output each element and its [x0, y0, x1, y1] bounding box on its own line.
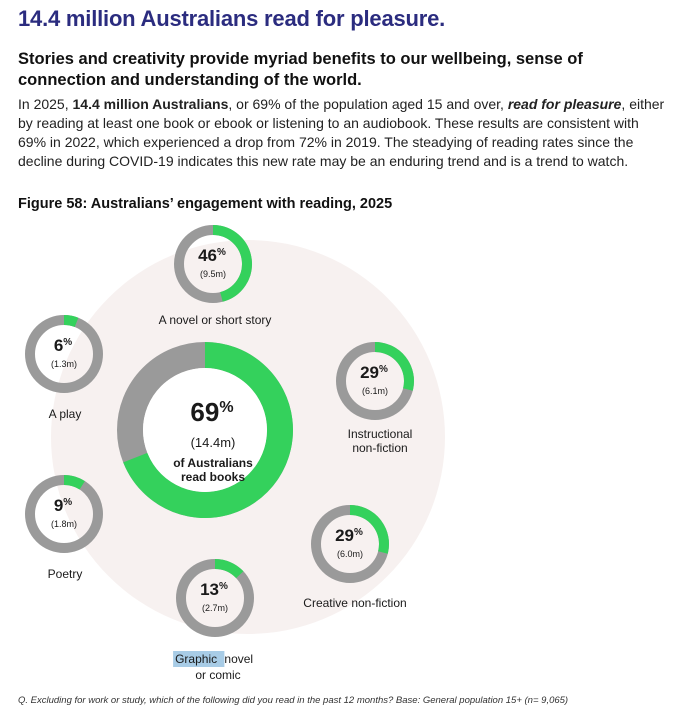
novel-label-line1: A novel or short story [159, 313, 272, 327]
novel-ring-value [212, 225, 252, 302]
poetry-label-line1: Poetry [48, 567, 83, 581]
body-text-bold: 14.4 million Australians [72, 96, 229, 112]
creative-nonfiction-label-line1: Creative non-fiction [303, 596, 406, 610]
poetry-value-unit: % [63, 497, 72, 508]
instructional-value-unit: % [379, 364, 388, 375]
novel-value-number: 46 [198, 246, 217, 265]
creative-nonfiction-count: (6.0m) [337, 549, 363, 559]
play-value-unit: % [63, 337, 72, 348]
play-value-number: 6 [54, 336, 63, 355]
page-title: 14.4 million Australians read for pleasu… [18, 6, 446, 31]
body-text-bold-italic: read for pleasure [507, 96, 622, 112]
poetry-ring-value [63, 475, 85, 490]
poetry-value: 9% [54, 496, 72, 515]
graphic-novel-count: (2.7m) [202, 603, 228, 613]
poetry-value-number: 9 [54, 496, 63, 515]
graphic-novel-value-number: 13 [200, 580, 219, 599]
body-text-2: , or 69% of the population aged 15 and o… [228, 96, 508, 112]
instructional-label-line1: Instructional [348, 427, 413, 441]
play-label-line1: A play [49, 407, 82, 421]
center-label-line2: read books [181, 470, 245, 484]
center-value-unit: % [219, 399, 233, 416]
center-value-number: 69 [190, 397, 219, 427]
graphic-novel-label-rest: novel [224, 652, 253, 666]
novel-value: 46% [198, 246, 226, 265]
footnote: Q. Excluding for work or study, which of… [18, 695, 569, 706]
creative-nonfiction-value-number: 29 [335, 526, 354, 545]
center-ring-value [123, 342, 293, 518]
graphic-novel-label-word-highlighted: Graphic [175, 652, 217, 666]
graphic-novel-value-unit: % [219, 581, 228, 592]
graphic-novel-ring-value [214, 559, 244, 579]
subheading: Stories and creativity provide myriad be… [18, 50, 583, 89]
creative-nonfiction-value-unit: % [354, 527, 363, 538]
creative-nonfiction-value: 29% [335, 526, 363, 545]
novel-count: (9.5m) [200, 269, 226, 279]
body-paragraph: In 2025, 14.4 million Australians, or 69… [18, 95, 668, 171]
center-value: 69% [190, 397, 233, 427]
play-count: (1.3m) [51, 359, 77, 369]
center-label-line1: of Australians [173, 456, 253, 470]
body-text-1: In 2025, [18, 96, 73, 112]
novel-value-unit: % [217, 247, 226, 258]
instructional-value-number: 29 [360, 363, 379, 382]
body-text-3: , either by reading at least one book or… [18, 96, 665, 169]
graphic-novel-value: 13% [200, 580, 228, 599]
instructional-value: 29% [360, 363, 388, 382]
play-ring-value [63, 315, 79, 328]
poetry-count: (1.8m) [51, 519, 77, 529]
creative-nonfiction-ring-value [349, 505, 389, 554]
instructional-count: (6.1m) [362, 386, 388, 396]
figure-title: Figure 58: Australians’ engagement with … [18, 196, 393, 212]
center-count: (14.4m) [191, 435, 236, 450]
center-hole [143, 368, 267, 492]
graphic-novel-label-line2: or comic [195, 668, 240, 682]
play-value: 6% [54, 336, 72, 355]
instructional-ring-value [374, 342, 414, 391]
instructional-label-line2: non-fiction [352, 441, 407, 455]
highlight-rect [173, 651, 225, 667]
